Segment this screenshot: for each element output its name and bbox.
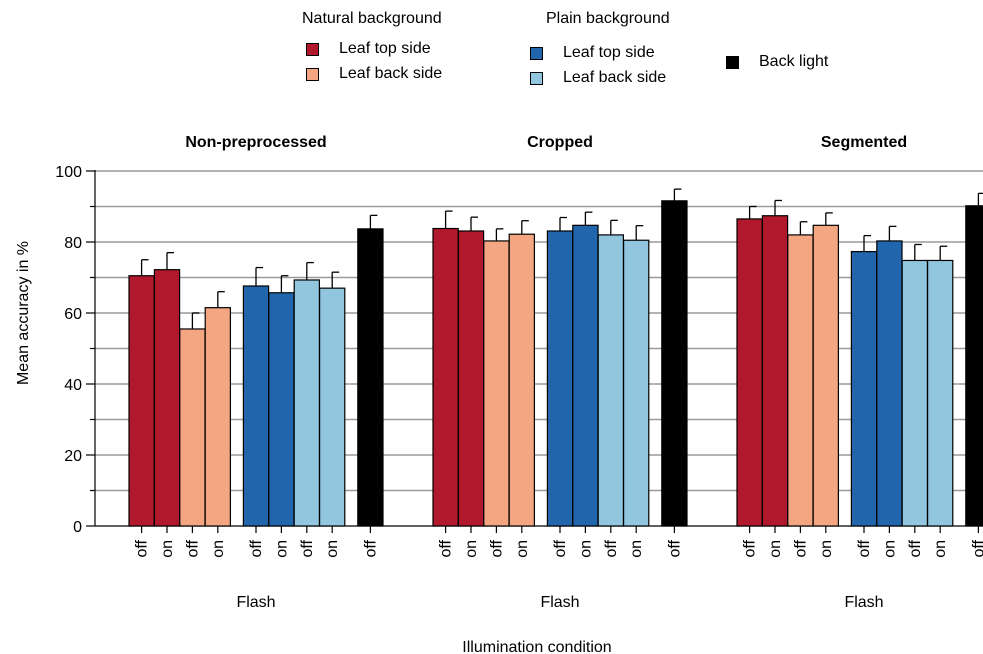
x-tick-label: off (438, 539, 455, 557)
bar (432, 227, 459, 527)
x-tick-label: on (463, 540, 480, 558)
bar (508, 233, 536, 527)
group-label: Flash (844, 594, 883, 611)
bar (661, 200, 688, 527)
legend-item-natural-back: Leaf back side (306, 65, 442, 83)
group-label: Flash (236, 594, 275, 611)
x-tick-label: on (273, 540, 290, 558)
x-tick-label: off (792, 539, 809, 557)
bar (850, 250, 878, 527)
y-tick-label: 80 (64, 235, 82, 252)
y-axis-label: Mean accuracy in % (15, 241, 32, 385)
legend-label-natural-back: Leaf back side (339, 65, 443, 82)
bar (179, 328, 206, 527)
bar (572, 224, 599, 527)
legend-item-back-light: Back light (726, 53, 828, 71)
bar (876, 240, 903, 527)
x-tick-label: on (818, 540, 835, 558)
panel-title: Cropped (527, 134, 593, 151)
bar (457, 230, 485, 527)
panel-title: Non-preprocessed (185, 134, 326, 151)
bar (153, 269, 181, 527)
x-tick-label: on (628, 540, 645, 558)
group-label: Flash (540, 594, 579, 611)
bar (622, 239, 650, 527)
x-tick-label: off (248, 539, 265, 557)
x-tick-label: on (514, 540, 531, 558)
x-tick-label: off (362, 539, 379, 557)
x-tick-label: off (299, 539, 316, 557)
bar (761, 215, 789, 527)
bar (787, 234, 814, 527)
bar (483, 240, 510, 527)
x-tick-label: off (488, 539, 505, 557)
bar (546, 230, 574, 527)
panel-title: Segmented (821, 134, 907, 151)
panel-1: off on off on off on off on offNon-preprocessedF… (128, 134, 384, 611)
x-tick-label: off (666, 539, 683, 557)
y-tick-label: 60 (64, 306, 82, 323)
bar (268, 292, 295, 527)
y-tick-label: 40 (64, 377, 82, 394)
legend-swatch-back-light (726, 55, 739, 69)
bar (128, 275, 155, 527)
legend-swatch-plain-back (530, 71, 543, 85)
legend-title-plain: Plain background (546, 10, 670, 27)
bar (901, 259, 929, 527)
legend-label-natural-top: Leaf top side (339, 40, 431, 57)
x-tick-label: off (742, 539, 759, 557)
bar (597, 234, 625, 527)
bar (357, 228, 384, 527)
legend-item-plain-back: Leaf back side (530, 69, 666, 87)
x-tick-label: on (210, 540, 227, 558)
legend-title-natural: Natural background (302, 10, 442, 27)
x-tick-label: on (324, 540, 341, 558)
bar (242, 285, 270, 527)
x-tick-label: on (932, 540, 949, 558)
bar (736, 218, 763, 527)
x-tick-label: off (970, 539, 983, 557)
legend-label-plain-back: Leaf back side (563, 69, 667, 86)
legend-item-plain-top: Leaf top side (530, 44, 655, 62)
legend-label-back-light: Back light (759, 53, 829, 70)
legend-swatch-natural-back (306, 67, 319, 81)
legend-swatch-natural-top (306, 42, 319, 56)
x-tick-label: off (603, 539, 620, 557)
y-tick-label: 20 (64, 448, 82, 465)
x-tick-label: on (767, 540, 784, 558)
y-tick-label: 100 (55, 164, 82, 181)
x-axis-label: Illumination condition (462, 639, 611, 654)
legend-label-plain-top: Leaf top side (563, 44, 655, 61)
x-tick-label: on (159, 540, 176, 558)
x-tick-label: off (856, 539, 873, 557)
x-tick-label: off (134, 539, 151, 557)
y-tick-label: 0 (73, 519, 82, 536)
bar (926, 259, 954, 527)
bar (204, 307, 231, 527)
bar (812, 224, 840, 527)
bar (293, 279, 321, 527)
x-tick-label: off (907, 539, 924, 557)
x-tick-label: off (552, 539, 569, 557)
legend-item-natural-top: Leaf top side (306, 40, 431, 58)
chart-panels: off on off on off on off on offNon-preprocessedF… (128, 134, 983, 611)
bar (965, 205, 983, 527)
legend-swatch-plain-top (530, 46, 543, 60)
x-tick-label: off (184, 539, 201, 557)
x-tick-label: on (881, 540, 898, 558)
bar (319, 287, 346, 527)
x-tick-label: on (577, 540, 594, 558)
